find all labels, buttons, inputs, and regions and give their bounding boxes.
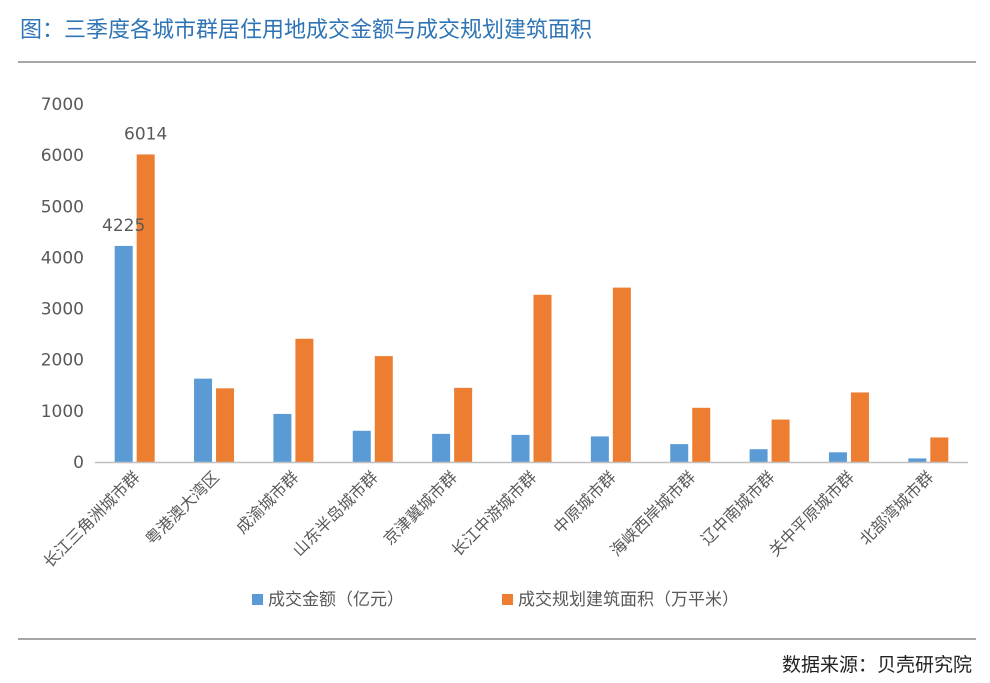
legend-label-1: 成交金额（亿元） (268, 590, 404, 610)
bar-series-1 (194, 378, 213, 462)
bars (114, 154, 949, 462)
bar-series-2 (216, 388, 235, 462)
bottom-divider (18, 638, 976, 640)
bar-series-1 (432, 433, 451, 462)
x-tick-label: 成渝城市群 (232, 467, 302, 537)
data-label: 6014 (124, 124, 167, 144)
y-tick-label: 0 (73, 453, 84, 473)
bar-chart: 0 1000 2000 3000 4000 5000 6000 7000 4225 6014 长… (40, 95, 968, 610)
bar-series-2 (850, 392, 869, 462)
bar-series-1 (114, 245, 133, 462)
y-axis-ticks: 0 1000 2000 3000 4000 5000 6000 7000 (41, 95, 84, 473)
bar-series-1 (670, 444, 689, 462)
x-tick-label: 北部湾城市群 (856, 467, 937, 548)
bar-series-1 (828, 452, 847, 462)
x-tick-label: 京津冀城市群 (380, 467, 461, 548)
x-tick-label: 长江三角洲城市群 (40, 467, 144, 571)
bar-series-2 (612, 287, 631, 462)
x-axis-tick-labels: 长江三角洲城市群粤港澳大湾区 成渝城市群山东半岛城市群京津冀城市群长江中游城市群中… (40, 467, 938, 571)
legend-swatch-1 (252, 594, 263, 605)
bar-series-1 (352, 430, 371, 462)
bar-series-2 (295, 338, 314, 462)
data-labels: 4225 6014 (102, 124, 167, 235)
x-tick-label: 中原城市群 (550, 467, 620, 537)
top-divider (18, 61, 976, 63)
chart-title: 图：三季度各城市群居住用地成交金额与成交规划建筑面积 (20, 18, 593, 43)
y-tick-label: 4000 (41, 248, 84, 268)
y-tick-label: 5000 (41, 197, 84, 217)
bar-series-1 (749, 449, 768, 462)
legend-swatch-2 (502, 594, 513, 605)
bar-series-2 (454, 387, 473, 462)
legend: 成交金额（亿元） 成交规划建筑面积（万平米） (252, 590, 739, 610)
bar-series-1 (273, 413, 292, 462)
x-tick-label: 辽中南城市群 (697, 467, 778, 548)
bar-series-2 (771, 419, 790, 462)
y-tick-label: 6000 (41, 146, 84, 166)
bar-series-1 (590, 436, 609, 462)
bar-series-1 (908, 458, 927, 462)
x-tick-label: 关中平原城市群 (765, 467, 858, 560)
y-tick-label: 1000 (41, 402, 84, 422)
x-tick-label: 长江中游城市群 (448, 467, 541, 560)
x-tick-label: 粤港澳大湾区 (142, 467, 223, 548)
y-tick-label: 7000 (41, 95, 84, 115)
x-tick-label: 海峡西岸城市群 (606, 467, 699, 560)
bar-series-2 (930, 437, 949, 462)
bar-series-2 (374, 356, 393, 462)
legend-label-2: 成交规划建筑面积（万平米） (518, 590, 739, 610)
bar-series-2 (533, 294, 552, 462)
source-note: 数据来源：贝壳研究院 (781, 654, 972, 676)
data-label: 4225 (102, 216, 145, 236)
x-tick-label: 山东半岛城市群 (289, 467, 382, 560)
bar-series-2 (692, 407, 711, 462)
y-tick-label: 2000 (41, 351, 84, 371)
bar-series-1 (511, 434, 530, 462)
bar-series-2 (136, 154, 155, 462)
y-tick-label: 3000 (41, 300, 84, 320)
